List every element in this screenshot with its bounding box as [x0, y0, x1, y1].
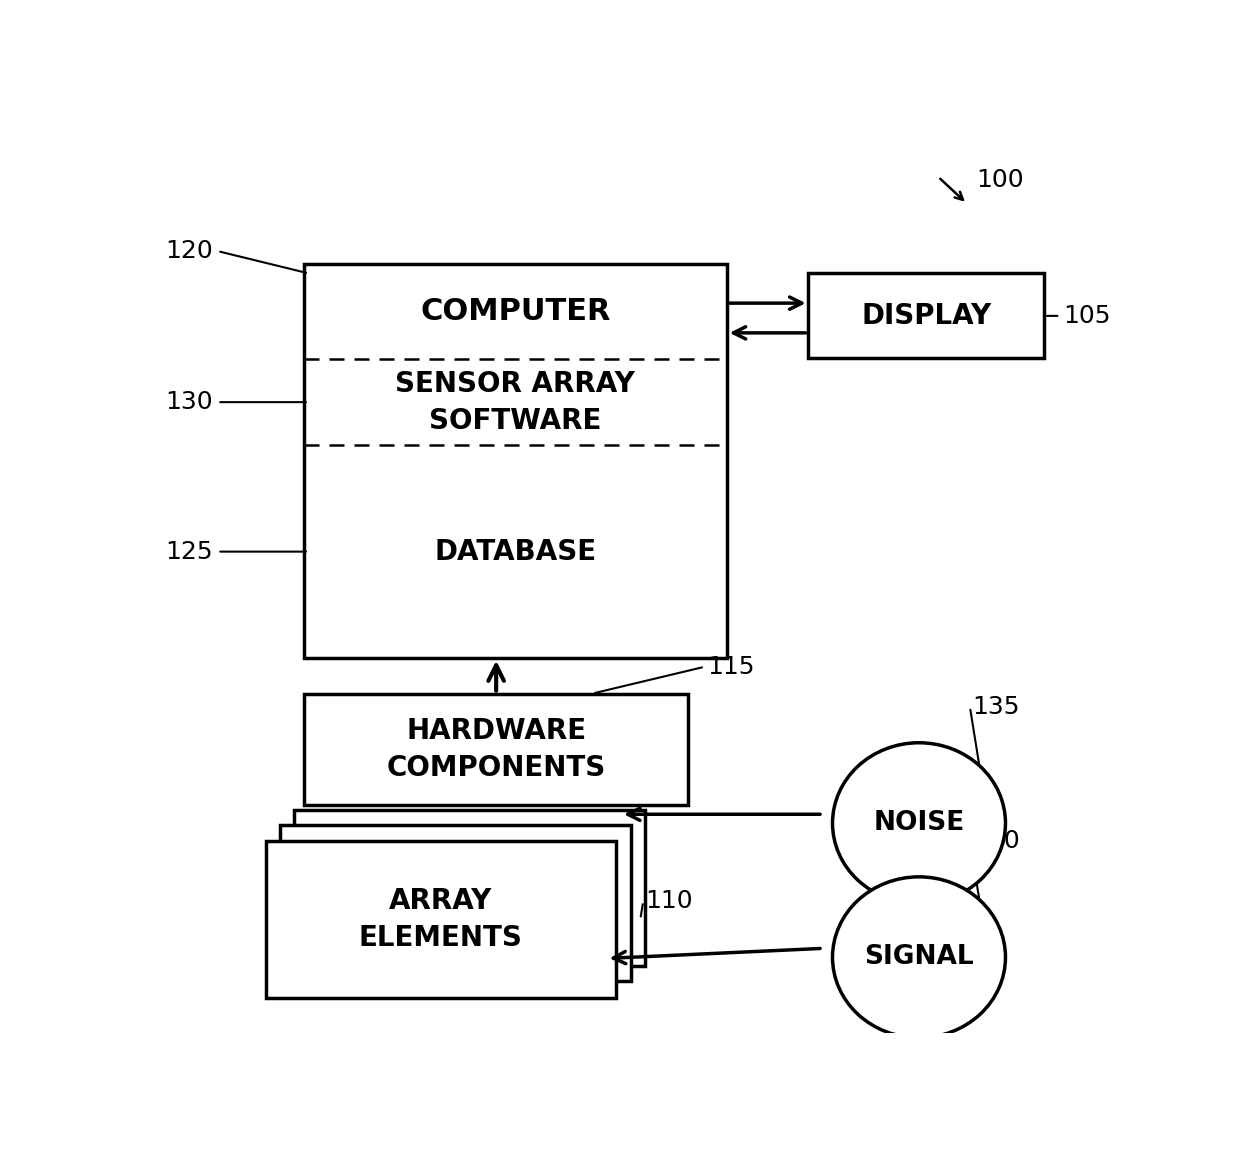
Bar: [808, 274, 1044, 359]
Circle shape: [832, 877, 1006, 1038]
Text: 115: 115: [708, 655, 755, 679]
Circle shape: [832, 743, 1006, 903]
Bar: [280, 825, 631, 981]
Bar: [265, 841, 616, 997]
Text: 140: 140: [972, 829, 1019, 853]
Text: SENSOR ARRAY
SOFTWARE: SENSOR ARRAY SOFTWARE: [396, 369, 635, 434]
Text: DATABASE: DATABASE: [434, 538, 596, 565]
Text: 120: 120: [165, 239, 213, 264]
Text: 110: 110: [645, 889, 693, 914]
Text: HARDWARE
COMPONENTS: HARDWARE COMPONENTS: [387, 717, 606, 781]
Bar: [304, 693, 688, 806]
Text: 130: 130: [165, 390, 213, 414]
Text: ARRAY
ELEMENTS: ARRAY ELEMENTS: [358, 887, 523, 952]
Text: 135: 135: [972, 695, 1019, 719]
Text: COMPUTER: COMPUTER: [420, 297, 610, 326]
Text: SIGNAL: SIGNAL: [864, 944, 973, 971]
Text: DISPLAY: DISPLAY: [861, 302, 991, 330]
Text: NOISE: NOISE: [873, 810, 965, 836]
Text: 125: 125: [165, 540, 213, 563]
Text: 105: 105: [1063, 304, 1111, 327]
Text: 100: 100: [977, 167, 1024, 192]
Bar: [294, 810, 645, 966]
Bar: [304, 265, 727, 658]
